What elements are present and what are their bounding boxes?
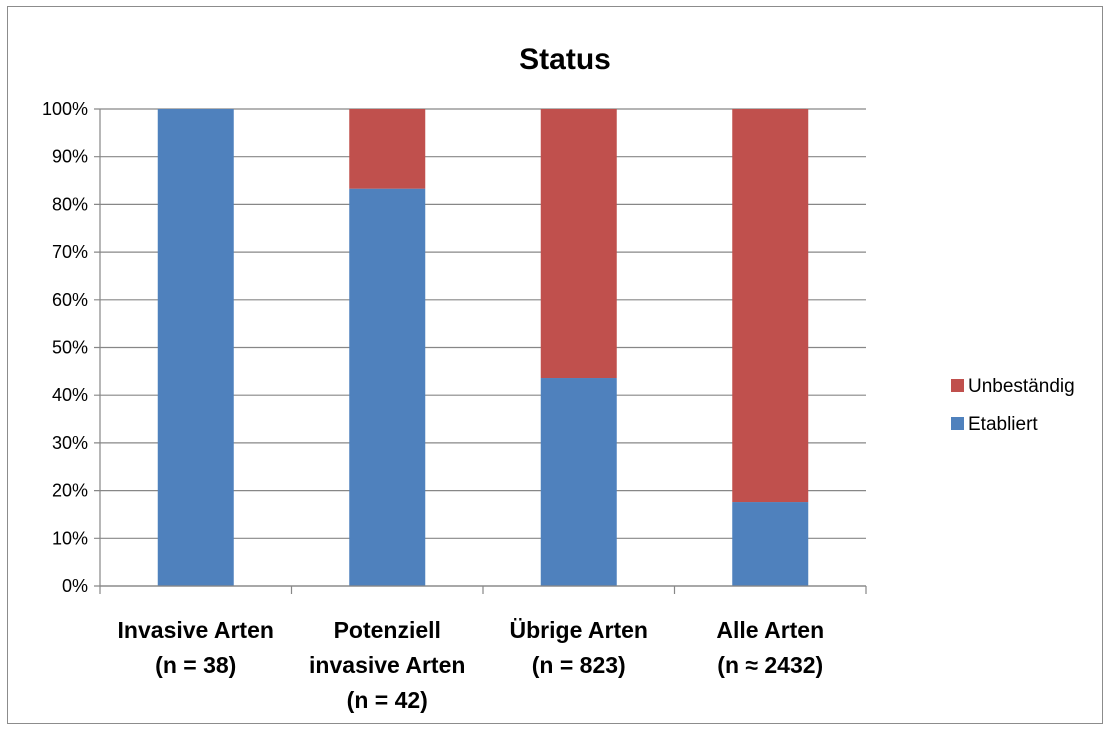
y-tick-label: 40% [52, 385, 88, 405]
x-category-labels: Invasive Arten (n = 38) Potenziell invasive… [118, 617, 825, 713]
bar-segment [349, 109, 426, 189]
legend-swatch [951, 417, 964, 430]
bar-segment [349, 188, 426, 586]
axes [99, 109, 867, 594]
x-category-label: (n = 38) [155, 652, 236, 678]
x-category-label: invasive Arten [309, 652, 465, 678]
bar-segment [732, 109, 809, 503]
y-tick-label: 100% [42, 99, 88, 119]
y-tick-labels: 0% 10% 20% 30% 40% 50% 60% 70% 80% 90% 100% [42, 99, 88, 596]
y-tick-label: 80% [52, 194, 88, 214]
x-category-label: (n = 823) [532, 652, 626, 678]
chart-title: Status [519, 43, 611, 76]
bar-segment [540, 109, 617, 379]
bar-segment [540, 378, 617, 586]
y-tick-label: 20% [52, 481, 88, 501]
x-category-label: Alle Arten [716, 617, 824, 643]
x-category-label: (n = 42) [347, 687, 428, 713]
x-category-label: (n ≈ 2432) [717, 652, 823, 678]
bar-segment [157, 109, 234, 586]
x-category-label: Übrige Arten [510, 617, 648, 643]
y-tick-label: 60% [52, 290, 88, 310]
legend: Unbeständig Etabliert [951, 376, 1075, 435]
x-category-label: Invasive Arten [118, 617, 274, 643]
y-tick-label: 10% [52, 528, 88, 548]
y-tick-label: 0% [62, 576, 88, 596]
legend-label: Unbeständig [968, 376, 1075, 397]
bars [157, 109, 809, 586]
y-tick-label: 70% [52, 242, 88, 262]
y-tick-label: 30% [52, 433, 88, 453]
legend-swatch [951, 379, 964, 392]
y-tick-label: 90% [52, 147, 88, 167]
y-tick-label: 50% [52, 338, 88, 358]
bar-segment [732, 502, 809, 586]
x-category-label: Potenziell [334, 617, 441, 643]
legend-label: Etabliert [968, 414, 1038, 435]
